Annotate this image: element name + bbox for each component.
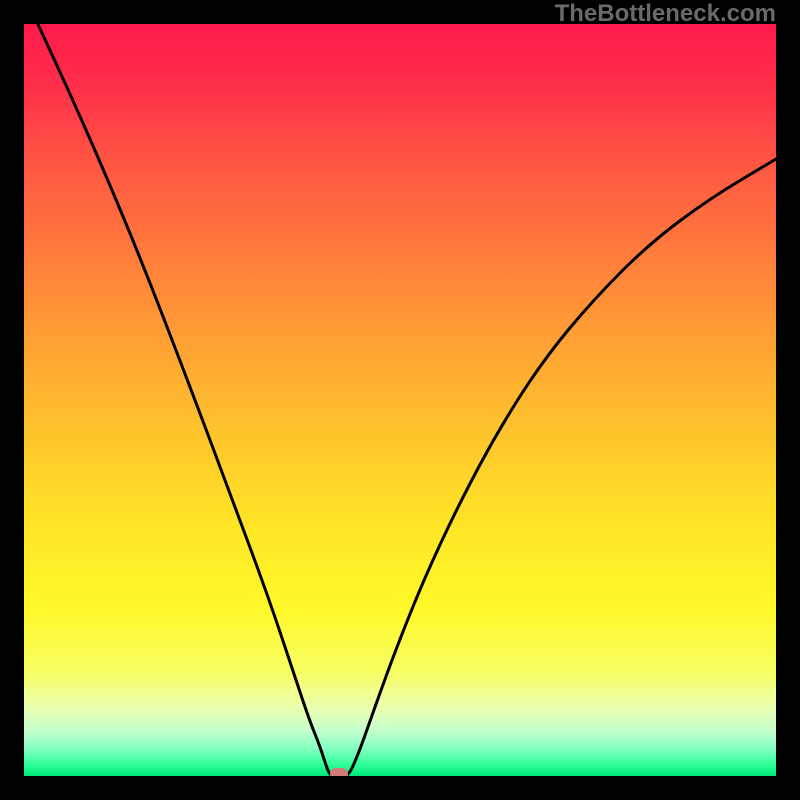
watermark-text: TheBottleneck.com	[555, 0, 776, 28]
plot-area	[24, 24, 776, 776]
optimal-point-marker	[330, 768, 348, 776]
bottleneck-curve	[24, 24, 776, 776]
chart-frame: TheBottleneck.com	[0, 0, 800, 800]
